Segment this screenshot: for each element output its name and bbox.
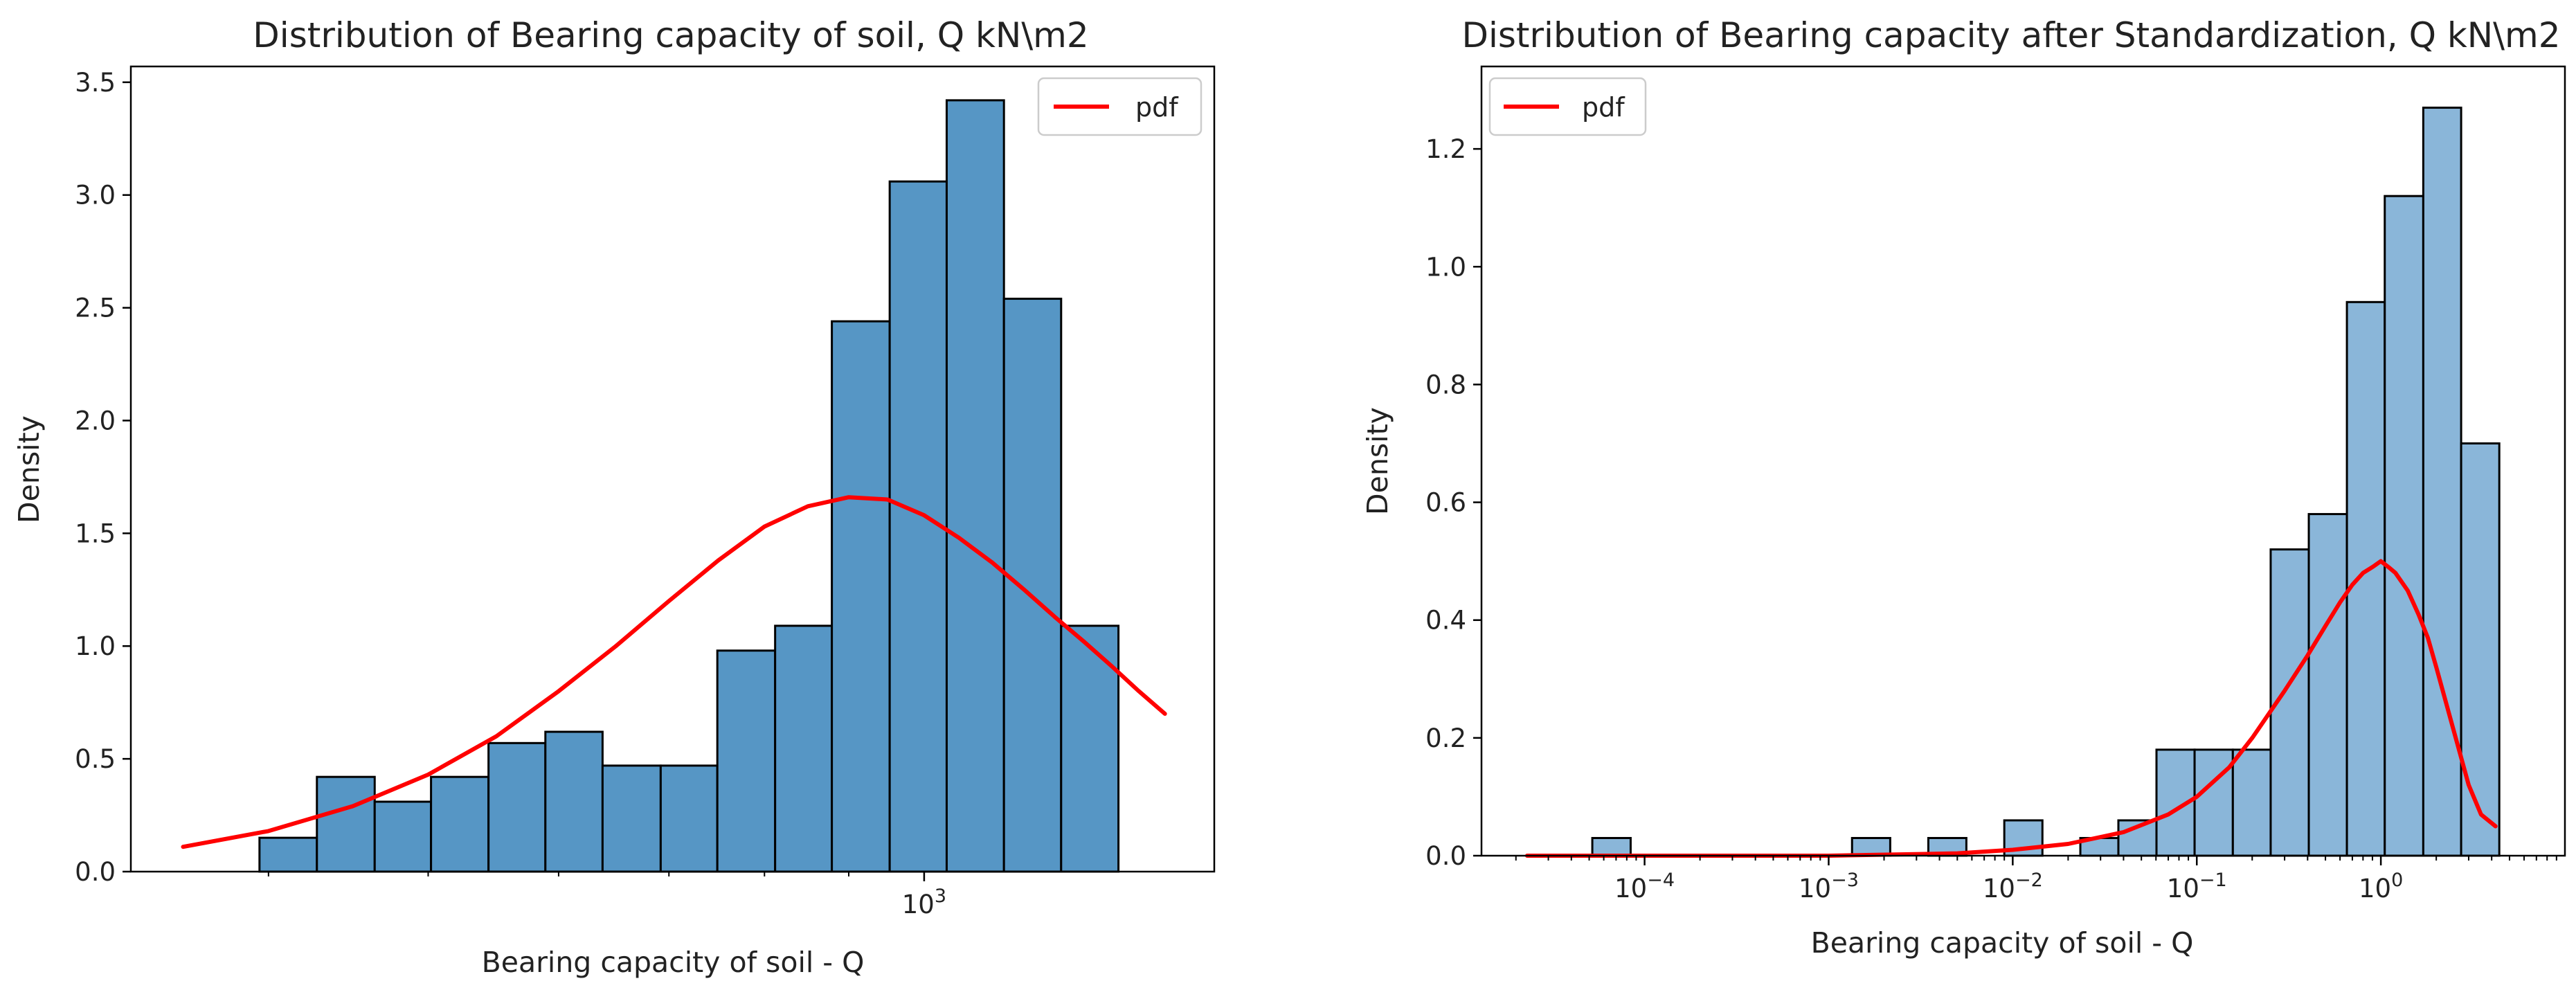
chart-left-legend-box [1037,77,1203,136]
chart-right-x-tick-label: 10−2 [1983,870,2043,903]
chart-right-legend-label: pdf [1582,92,1625,123]
chart-right-x-tick-label: 10−4 [1614,870,1675,903]
chart-right-y-tick-label: 1.0 [1425,252,1466,282]
chart-right-y-ticks: 0.0 0.2 0.4 0.6 0.8 1.0 1.2 [1425,134,1481,871]
chart-left-bar-8 [716,649,777,873]
chart-left-axes-frame [129,65,1216,873]
chart-right-pdf-curve [1524,559,2498,858]
chart-right-pdf-layer [1524,559,2498,858]
chart-left-x-ticks: 103 [267,872,946,919]
chart-right-bar-8 [2231,748,2272,857]
chart-left-bars [258,99,1120,873]
chart-right-y-axis-label: Density [1361,407,1394,515]
chart-right-x-axis-label: Bearing capacity of soil - Q [1811,926,2194,960]
chart-right-bars [1591,107,2501,857]
chart-left-bar-13 [1002,298,1063,873]
chart-left-y-tick-label: 2.0 [75,406,116,435]
chart-left-bar-2 [373,800,433,873]
chart-right-y-tick-label: 1.2 [1425,134,1466,164]
chart-right-legend-box [1488,77,1647,136]
chart-left-y-tick-label: 3.5 [75,68,116,98]
chart-left-y-axis-label: Density [12,415,46,523]
chart-right-bar-0 [1591,836,1632,857]
chart-right-y-tick-label: 0.6 [1425,488,1466,518]
chart-right-axes-frame [1480,65,2566,857]
chart-right: Distribution of Bearing capacity after S… [1361,15,2566,960]
chart-left-y-tick-label: 0.5 [75,744,116,774]
chart-left-bar-12 [945,99,1005,873]
chart-left-y-tick-label: 2.5 [75,294,116,323]
chart-left-y-tick-label: 1.5 [75,519,116,548]
chart-right-x-tick-label: 10−1 [2167,870,2227,903]
chart-left-y-tick-label: 0.0 [75,857,116,887]
chart-left-bar-0 [258,836,318,873]
chart-left-bar-14 [1060,624,1120,873]
chart-left-bar-3 [430,775,490,873]
chart-left-bar-7 [659,764,719,873]
chart-right-x-tick-label: 10−3 [1799,870,1859,903]
chart-left-pdf-curve [181,495,1167,849]
chart-right-title: Distribution of Bearing capacity after S… [1461,15,2560,55]
chart-left-legend-label: pdf [1135,92,1179,123]
chart-right-bar-10 [2307,513,2348,857]
chart-left-bar-5 [544,730,604,873]
chart-right-bar-11 [2345,300,2386,857]
chart-left-y-tick-label: 3.0 [75,181,116,210]
chart-left-bar-4 [487,741,547,873]
chart-left-y-ticks: 0.0 0.5 1.0 1.5 2.0 2.5 3.0 3.5 [75,68,131,887]
chart-left-x-axis-label: Bearing capacity of soil - Q [482,946,865,979]
chart-right-x-ticks: 10−4 10−3 10−2 10−1 100 [1515,856,2557,903]
chart-right-bar-7 [2193,748,2234,857]
chart-left-bar-11 [888,180,948,873]
chart-right-bar-12 [2384,195,2424,857]
chart-left-bar-6 [601,764,662,873]
chart-left-bar-10 [831,320,891,873]
chart-left-x-tick-label: 103 [902,885,946,919]
chart-left: Distribution of Bearing capacity of soil… [12,15,1216,979]
chart-left-legend: pdf [1037,77,1203,136]
chart-right-y-tick-label: 0.8 [1425,370,1466,399]
chart-right-y-tick-label: 0.4 [1425,606,1466,636]
chart-right-bar-14 [2460,442,2501,857]
chart-left-bar-1 [316,775,376,873]
chart-left-bar-9 [774,624,834,873]
chart-left-y-tick-label: 1.0 [75,631,116,661]
chart-right-y-tick-label: 0.2 [1425,723,1466,753]
chart-right-x-tick-label: 100 [2359,870,2403,903]
chart-right-legend: pdf [1488,77,1647,136]
chart-right-y-tick-label: 0.0 [1425,841,1466,871]
chart-left-pdf-layer [181,495,1167,849]
chart-left-title: Distribution of Bearing capacity of soil… [253,15,1088,55]
